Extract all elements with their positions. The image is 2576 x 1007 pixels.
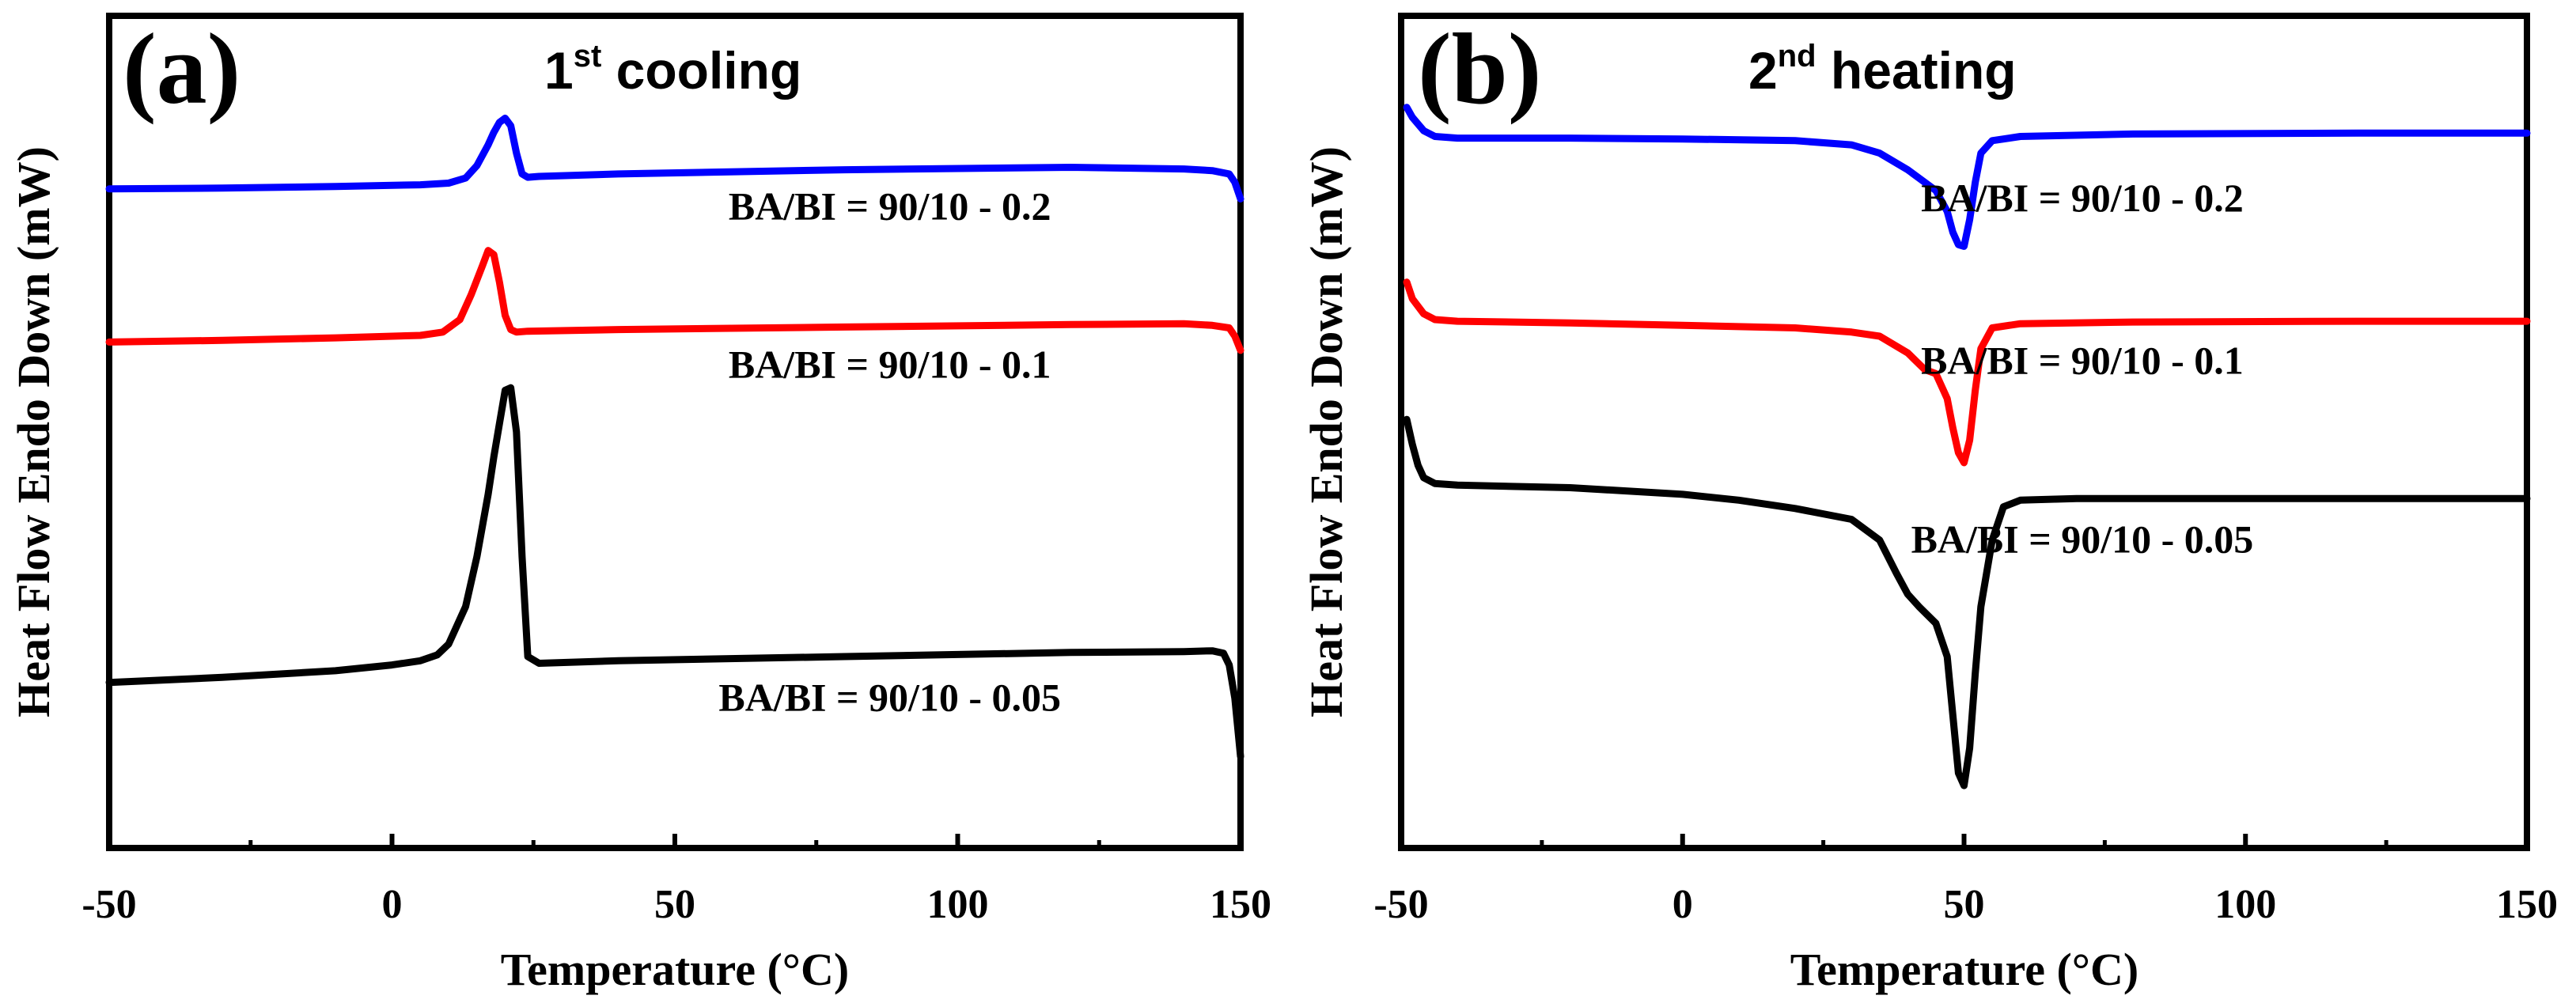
panel-b-curve-ba-bi-90-10-0-1 [1403, 278, 2531, 467]
panel-b: -50 0 50 100 150 BA/BI = 90/10 - 0.2BA/BI = … [1301, 13, 2558, 995]
panel-a-x-tick-label: 50 [654, 882, 695, 927]
panel-a-curve-ba-bi-90-10-0-05 [105, 384, 1244, 760]
panel-b-label: (b) [1418, 13, 1541, 125]
panel-a-x-tick-label: 150 [1210, 882, 1271, 927]
panel-a-annotations: BA/BI = 90/10 - 0.2 BA/BI = 90/10 - 0.1 BA… [718, 184, 1061, 720]
panel-a-annotation-ba-bi-90-10-0-1: BA/BI = 90/10 - 0.1 [729, 343, 1051, 387]
panel-b-curve-ba-bi-90-10-0-05 [1403, 415, 2531, 789]
panel-a-title-main: 1 [544, 41, 574, 100]
panel-a-curves [105, 114, 1244, 760]
panel-b-x-tick-label: 150 [2496, 882, 2558, 927]
panel-b-title-rest: heating [1816, 41, 2017, 100]
panel-a-title: 1st cooling [544, 39, 801, 100]
panel-a-title-sup: st [574, 39, 602, 74]
panel-a-curve-ba-bi-90-10-0-2 [105, 114, 1244, 203]
panel-a-label: (a) [123, 13, 241, 125]
panel-a-annotation-ba-bi-90-10-0-2: BA/BI = 90/10 - 0.2 [729, 184, 1051, 229]
panel-b-title-main: 2 [1748, 41, 1778, 100]
panel-b-x-ticks: -50 0 50 100 150 [1373, 834, 2558, 927]
panel-b-annotation-ba-bi-90-10-0-1: BA/BI = 90/10 - 0.1 [1921, 338, 2244, 382]
panel-b-x-tick-label: -50 [1373, 882, 1428, 927]
panel-b-x-axis-label: Temperature (°C) [1790, 944, 2138, 995]
panel-a-x-tick-label: 100 [927, 882, 989, 927]
panel-a-annotation-ba-bi-90-10-0-05: BA/BI = 90/10 - 0.05 [718, 675, 1061, 719]
panel-b-curve-ba-bi-90-10-0-2 [1403, 104, 2531, 250]
panel-b-annotation-ba-bi-90-10-0-2: BA/BI = 90/10 - 0.2 [1921, 176, 2244, 220]
panel-b-annotation-ba-bi-90-10-0-05: BA/BI = 90/10 - 0.05 [1911, 517, 2254, 562]
panel-b-annotations: BA/BI = 90/10 - 0.2 BA/BI = 90/10 - 0.1 BA… [1911, 176, 2254, 561]
panel-b-x-tick-label: 0 [1673, 882, 1693, 927]
panel-a-x-tick-label: -50 [81, 882, 136, 927]
panel-a-x-ticks: -50 0 50 100 150 [81, 834, 1271, 927]
panel-b-title-sup: nd [1778, 39, 1816, 74]
panel-a-x-axis-label: Temperature (°C) [501, 944, 849, 995]
panel-a-curve-ba-bi-90-10-0-1 [105, 247, 1244, 354]
panel-a-x-tick-label: 0 [382, 882, 403, 927]
panel-b-y-axis-label: Heat Flow Endo Down (mW) [1301, 146, 1352, 717]
panel-b-x-tick-label: 100 [2214, 882, 2276, 927]
panel-b-x-tick-label: 50 [1944, 882, 1985, 927]
panel-a-plot-frame [106, 13, 1244, 851]
panel-a-title-rest: cooling [601, 41, 801, 100]
panel-b-curves [1403, 104, 2531, 789]
panel-b-title: 2nd heating [1748, 39, 2017, 100]
panel-a-y-axis-label: Heat Flow Endo Down (mW) [8, 146, 59, 717]
panel-a: -50 0 50 100 150 BA/BI = 90/10 - 0.2BA/BI = … [8, 13, 1271, 995]
